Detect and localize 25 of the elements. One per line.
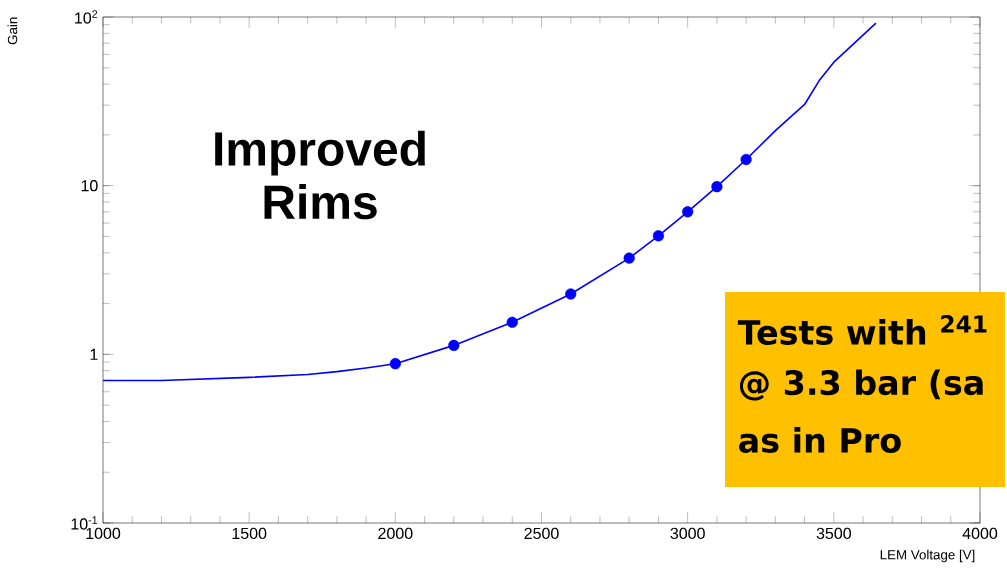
point [682, 206, 694, 218]
point [623, 252, 635, 264]
y-tick-label: 1 [90, 348, 98, 360]
x-tick-label: 3500 [816, 527, 852, 540]
x-tick-label: 4000 [962, 527, 998, 540]
point [389, 358, 401, 370]
point [565, 288, 577, 300]
x-tick-label: 2000 [378, 527, 413, 540]
x-axis-title: LEM Voltage [V] [880, 549, 975, 563]
point [740, 153, 752, 166]
y-tick-label: 10$^{2}$ [75, 10, 98, 24]
point [448, 339, 460, 351]
x-tick-label: 3000 [670, 527, 705, 540]
point [506, 316, 518, 328]
annotation: as in Pro [739, 427, 901, 453]
annotation: Rims [264, 184, 377, 220]
annotation: Tests with $^{241}$ [737, 315, 987, 345]
y-axis-title: Gain [7, 17, 18, 45]
x-tick-label: 1500 [232, 527, 267, 540]
annotation: @ 3.3 bar (sa [739, 369, 983, 401]
x-tick-label: 2500 [524, 527, 559, 540]
y-tick-label: 10 [81, 180, 98, 192]
point [711, 181, 723, 193]
point [652, 230, 665, 242]
annotation: Improved [215, 130, 425, 176]
